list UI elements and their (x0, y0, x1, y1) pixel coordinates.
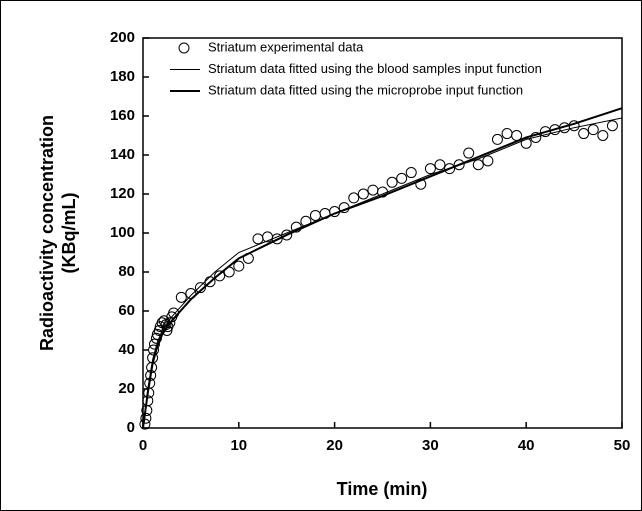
data-point (482, 155, 494, 167)
y-tick-label: 160 (110, 107, 135, 124)
data-point (530, 131, 542, 143)
y-axis-label: Radioactivity concentration (37, 115, 57, 351)
data-point (164, 317, 176, 329)
data-point (348, 192, 360, 204)
data-point (587, 124, 599, 136)
legend-label: Striatum experimental data (208, 39, 364, 54)
y-tick-label: 180 (110, 68, 135, 85)
data-point (405, 167, 417, 179)
y-tick-label: 140 (110, 146, 135, 163)
data-point (453, 159, 465, 171)
y-tick-label: 80 (118, 263, 135, 280)
data-point (194, 282, 206, 294)
x-axis-label: Time (min) (337, 479, 428, 499)
data-point (357, 188, 369, 200)
fit-line (142, 117, 623, 429)
legend-label: Striatum data fitted using the blood sam… (208, 61, 542, 76)
x-tick-label: 0 (139, 437, 147, 454)
data-point (606, 120, 618, 132)
data-point (386, 176, 398, 188)
x-tick-label: 20 (326, 437, 343, 454)
legend-marker (178, 42, 190, 54)
y-tick-label: 100 (110, 224, 135, 241)
data-point (424, 163, 436, 175)
data-point (597, 130, 609, 141)
y-tick-label: 40 (118, 341, 135, 358)
data-point (175, 291, 187, 303)
data-point (491, 133, 503, 145)
legend-label: Striatum data fitted using the microprob… (208, 82, 523, 97)
x-tick-label: 50 (614, 437, 631, 454)
y-tick-label: 20 (118, 380, 135, 397)
y-tick-label: 200 (110, 29, 135, 46)
y-axis-label: (KBq/mL) (59, 193, 79, 274)
data-point (472, 159, 484, 171)
x-tick-label: 10 (230, 437, 247, 454)
data-point (396, 172, 408, 184)
data-point (434, 159, 446, 171)
data-point (463, 147, 475, 159)
data-point (148, 338, 160, 350)
data-point (578, 128, 590, 140)
y-tick-label: 60 (118, 302, 135, 319)
x-tick-label: 40 (518, 437, 535, 454)
data-point (214, 270, 226, 282)
data-point (233, 260, 245, 272)
y-tick-label: 0 (127, 419, 135, 436)
fit-line (142, 107, 623, 429)
x-tick-label: 30 (422, 437, 439, 454)
y-tick-label: 120 (110, 185, 135, 202)
data-point (415, 178, 427, 190)
data-point (444, 163, 456, 175)
